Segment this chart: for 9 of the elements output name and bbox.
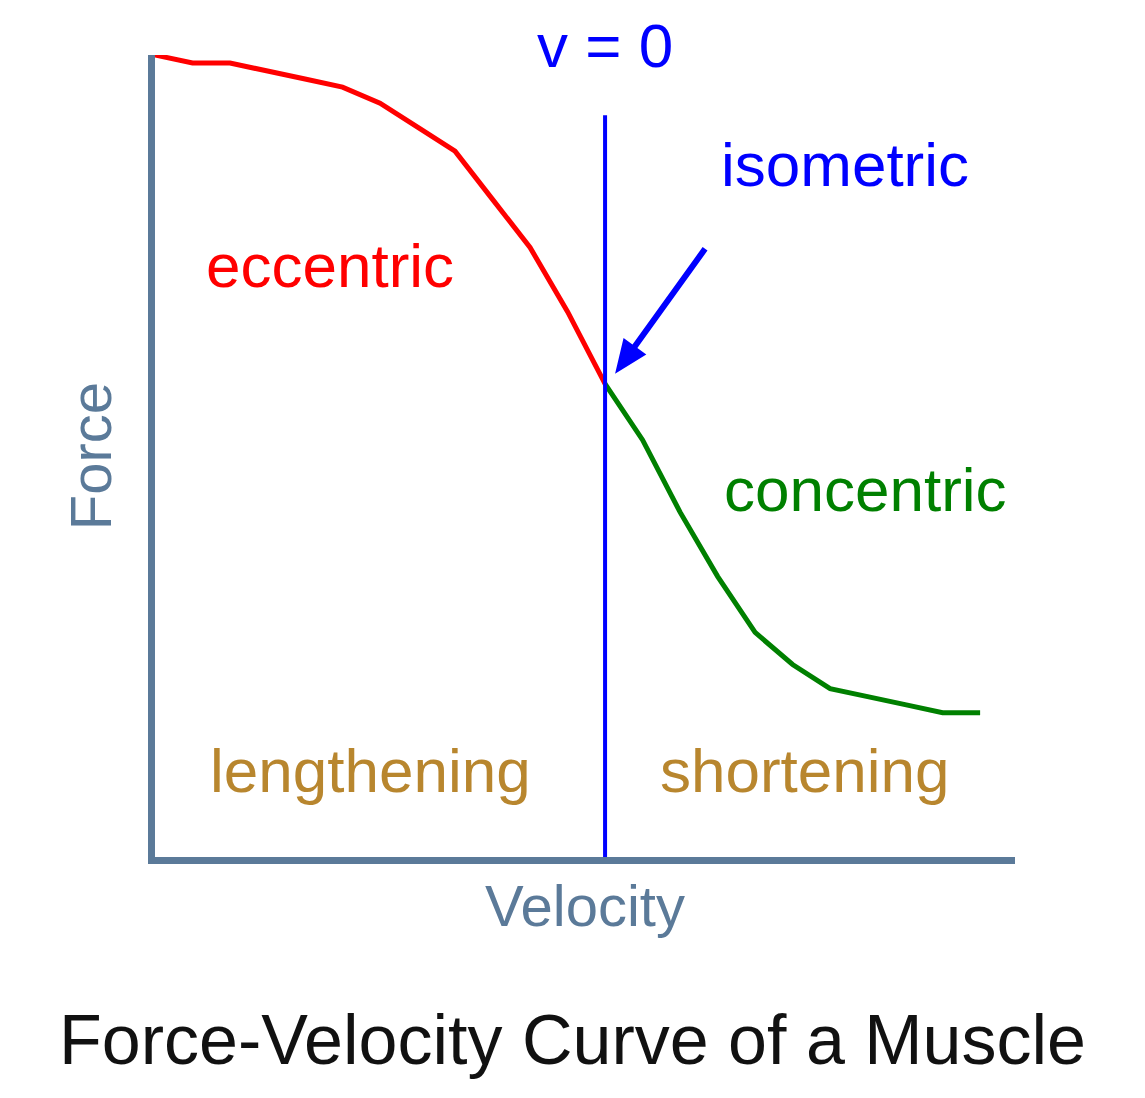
annotation: shortening [660,736,950,805]
annotation: eccentric [206,231,455,300]
annotation: isometric [721,130,970,199]
annotation: concentric [724,455,1007,524]
x-axis-title: Velocity [485,873,685,939]
annotation: lengthening [210,736,531,805]
text: Force-Velocity Curve of a Muscle [58,1001,1087,1080]
annotation: v = 0 [537,11,674,80]
y-axis-title: Force [58,381,124,531]
